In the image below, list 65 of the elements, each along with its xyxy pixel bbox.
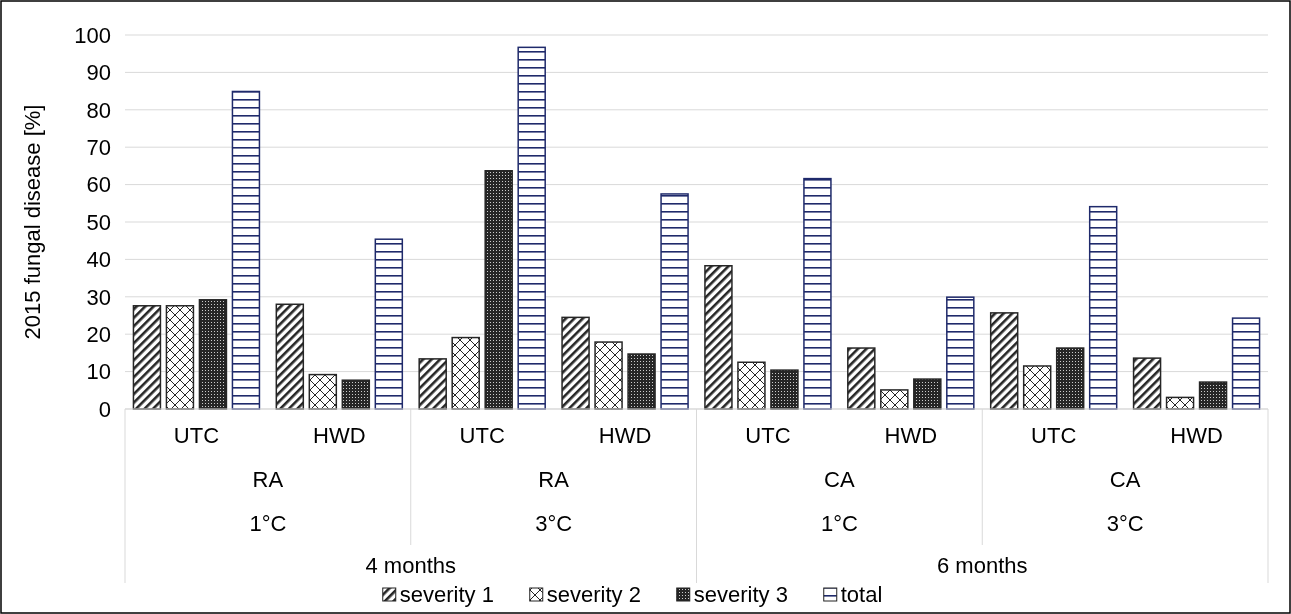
bar [946, 296, 975, 410]
text: CA [1109, 467, 1141, 492]
legend-label: severity 2 [546, 582, 641, 607]
bar [1088, 205, 1118, 410]
bar [198, 299, 228, 410]
y-tick-label: 50 [86, 209, 111, 235]
bar [989, 312, 1019, 410]
y-axis-title: 2015 fungal disease [%] [20, 104, 45, 340]
bar [1022, 365, 1052, 410]
y-tick-label: 60 [86, 172, 111, 198]
y-tick-label: 30 [86, 284, 111, 310]
x-tick-label: UTC [1031, 423, 1077, 448]
bar [374, 238, 404, 410]
y-tick-label: 70 [86, 134, 111, 160]
y-tick-label: 20 [86, 321, 111, 347]
y-tick-label: 0 [98, 396, 111, 422]
x-tick-label: HWD [598, 423, 652, 448]
bar [517, 46, 546, 410]
text: 3°C [1106, 511, 1144, 536]
text: 1°C [820, 511, 858, 536]
bar [1231, 317, 1261, 410]
bar [803, 177, 832, 410]
y-tick-label: 80 [86, 97, 111, 123]
x-tick-label: HWD [884, 423, 938, 448]
text: 1°C [249, 511, 287, 536]
bar [847, 347, 876, 410]
bar [770, 369, 799, 410]
x-tick-label: UTC [173, 423, 220, 448]
bar [418, 358, 447, 410]
text: RA [252, 467, 284, 492]
bar [561, 316, 590, 410]
y-tick-label: 90 [86, 60, 111, 86]
y-tick-label: 100 [74, 22, 111, 48]
bar [165, 305, 195, 410]
x-tick-label: UTC [745, 423, 791, 448]
bar [451, 336, 480, 410]
text: CA [824, 467, 855, 492]
bar [308, 373, 338, 410]
bar [1055, 347, 1085, 410]
text: 3°C [535, 511, 573, 536]
bar [1132, 357, 1162, 410]
text: RA [538, 467, 570, 492]
y-tick-label: 10 [86, 359, 111, 385]
bar [275, 303, 305, 410]
bar [880, 389, 909, 410]
bar [231, 90, 261, 410]
text: 4 months [365, 553, 456, 578]
bar [1198, 381, 1228, 410]
bar [913, 378, 942, 410]
bar [341, 379, 371, 410]
bar [484, 170, 513, 410]
bar [737, 361, 766, 410]
legend-label: total [840, 582, 883, 607]
y-tick-label: 40 [86, 247, 111, 273]
bar [594, 341, 623, 410]
text: 6 months [937, 553, 1028, 578]
legend-label: severity 3 [693, 582, 788, 607]
bar [627, 353, 656, 410]
bar [660, 193, 689, 410]
bar [132, 305, 162, 410]
x-tick-label: UTC [459, 423, 505, 448]
x-tick-label: HWD [313, 423, 366, 448]
bar [704, 265, 733, 410]
legend-label: severity 1 [399, 582, 494, 607]
x-tick-label: HWD [1170, 423, 1223, 448]
